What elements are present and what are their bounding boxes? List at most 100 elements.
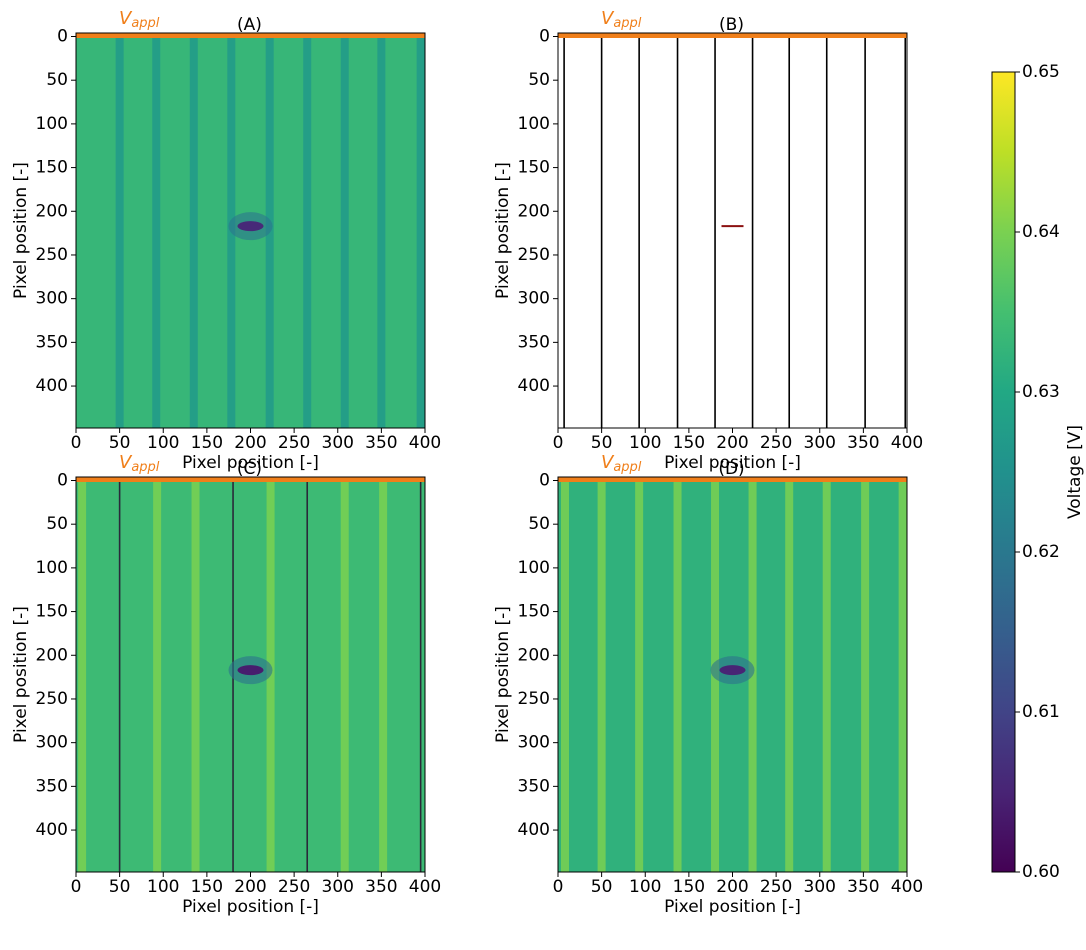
annotation: Vappl	[119, 452, 160, 475]
y-tick-label: 400	[36, 376, 68, 396]
annotation: Vappl	[601, 452, 642, 475]
y-tick-label: 150	[36, 158, 68, 178]
x-tick-label: 100	[629, 877, 661, 897]
y-tick-label: 300	[518, 289, 550, 309]
y-tick-label: 100	[518, 558, 550, 578]
y-axis-label: Pixel position [-]	[11, 162, 31, 299]
annotation-sub: appl	[613, 460, 641, 475]
x-tick-label: 400	[409, 433, 441, 453]
annotation: Vappl	[601, 8, 642, 31]
x-tick-label: 150	[191, 433, 223, 453]
x-tick-label: 350	[847, 877, 879, 897]
y-tick-label: 150	[36, 602, 68, 622]
x-tick-label: 350	[365, 877, 397, 897]
y-tick-label: 150	[518, 602, 550, 622]
x-tick-label: 150	[191, 877, 223, 897]
x-tick-label: 350	[847, 433, 879, 453]
x-tick-label: 250	[760, 877, 792, 897]
y-tick-label: 150	[518, 158, 550, 178]
defect	[237, 221, 264, 232]
heatmap-background	[558, 33, 907, 428]
x-tick-label: 0	[71, 433, 82, 453]
x-axis-label: Pixel position [-]	[182, 453, 319, 473]
x-tick-label: 0	[553, 877, 564, 897]
annotation-base: V	[601, 8, 615, 29]
y-tick-label: 100	[36, 114, 68, 134]
colorbar-label: Voltage [V]	[1065, 425, 1085, 519]
y-tick-label: 350	[518, 776, 550, 796]
annotation-base: V	[119, 452, 133, 473]
stripe	[377, 33, 386, 428]
colorbar-tick-label: 0.61	[1022, 702, 1060, 722]
y-tick-label: 50	[46, 514, 68, 534]
y-tick-label: 0	[57, 470, 68, 490]
defect	[237, 665, 264, 676]
y-tick-label: 100	[518, 114, 550, 134]
x-tick-label: 200	[716, 433, 748, 453]
busbar	[76, 33, 425, 38]
busbar	[76, 477, 425, 482]
x-tick-label: 150	[673, 433, 705, 453]
busbar	[558, 33, 907, 38]
x-tick-label: 50	[109, 433, 131, 453]
annotation: Vappl	[119, 8, 160, 31]
stripe	[416, 33, 425, 428]
stripe	[189, 33, 198, 428]
x-tick-label: 300	[322, 877, 354, 897]
y-tick-label: 50	[528, 514, 550, 534]
colorbar-tick-label: 0.64	[1022, 222, 1060, 242]
colorbar-tick-label: 0.63	[1022, 382, 1060, 402]
y-tick-label: 250	[518, 245, 550, 265]
y-tick-label: 350	[518, 332, 550, 352]
plot-area	[558, 477, 907, 872]
stripe	[898, 477, 907, 872]
stripe	[673, 477, 682, 872]
y-tick-label: 100	[36, 558, 68, 578]
x-tick-label: 250	[278, 877, 310, 897]
x-tick-label: 400	[891, 433, 923, 453]
y-tick-label: 0	[57, 26, 68, 46]
y-tick-label: 250	[36, 689, 68, 709]
x-axis-label: Pixel position [-]	[182, 897, 319, 917]
panel-title: (D)	[718, 459, 744, 479]
x-tick-label: 300	[322, 433, 354, 453]
y-tick-label: 350	[36, 776, 68, 796]
x-tick-label: 0	[71, 877, 82, 897]
stripe	[785, 477, 794, 872]
panel-title: (B)	[719, 15, 744, 35]
colorbar-tick-label: 0.62	[1022, 542, 1060, 562]
stripe	[379, 477, 388, 872]
x-tick-label: 50	[591, 433, 613, 453]
colorbar-tick-label: 0.65	[1022, 62, 1060, 82]
x-tick-label: 300	[804, 877, 836, 897]
x-tick-label: 200	[234, 433, 266, 453]
x-tick-label: 350	[365, 433, 397, 453]
y-tick-label: 0	[539, 470, 550, 490]
y-tick-label: 0	[539, 26, 550, 46]
colorbar-tick-label: 0.60	[1022, 862, 1060, 882]
x-tick-label: 250	[760, 433, 792, 453]
stripe	[340, 477, 349, 872]
y-axis-label: Pixel position [-]	[493, 606, 513, 743]
panel-title: (C)	[237, 459, 262, 479]
x-tick-label: 200	[716, 877, 748, 897]
y-tick-label: 200	[518, 645, 550, 665]
y-tick-label: 300	[518, 733, 550, 753]
x-tick-label: 300	[804, 433, 836, 453]
annotation-base: V	[119, 8, 133, 29]
stripe	[560, 477, 569, 872]
annotation-sub: appl	[131, 460, 159, 475]
y-tick-label: 400	[518, 820, 550, 840]
plot-area	[558, 33, 907, 428]
stripe	[861, 477, 870, 872]
y-tick-label: 200	[518, 201, 550, 221]
plot-area	[76, 33, 425, 428]
busbar	[558, 477, 907, 482]
x-tick-label: 200	[234, 877, 266, 897]
y-axis-label: Pixel position [-]	[11, 606, 31, 743]
x-tick-label: 50	[109, 877, 131, 897]
y-tick-label: 400	[518, 376, 550, 396]
x-tick-label: 100	[147, 433, 179, 453]
x-tick-label: 250	[278, 433, 310, 453]
